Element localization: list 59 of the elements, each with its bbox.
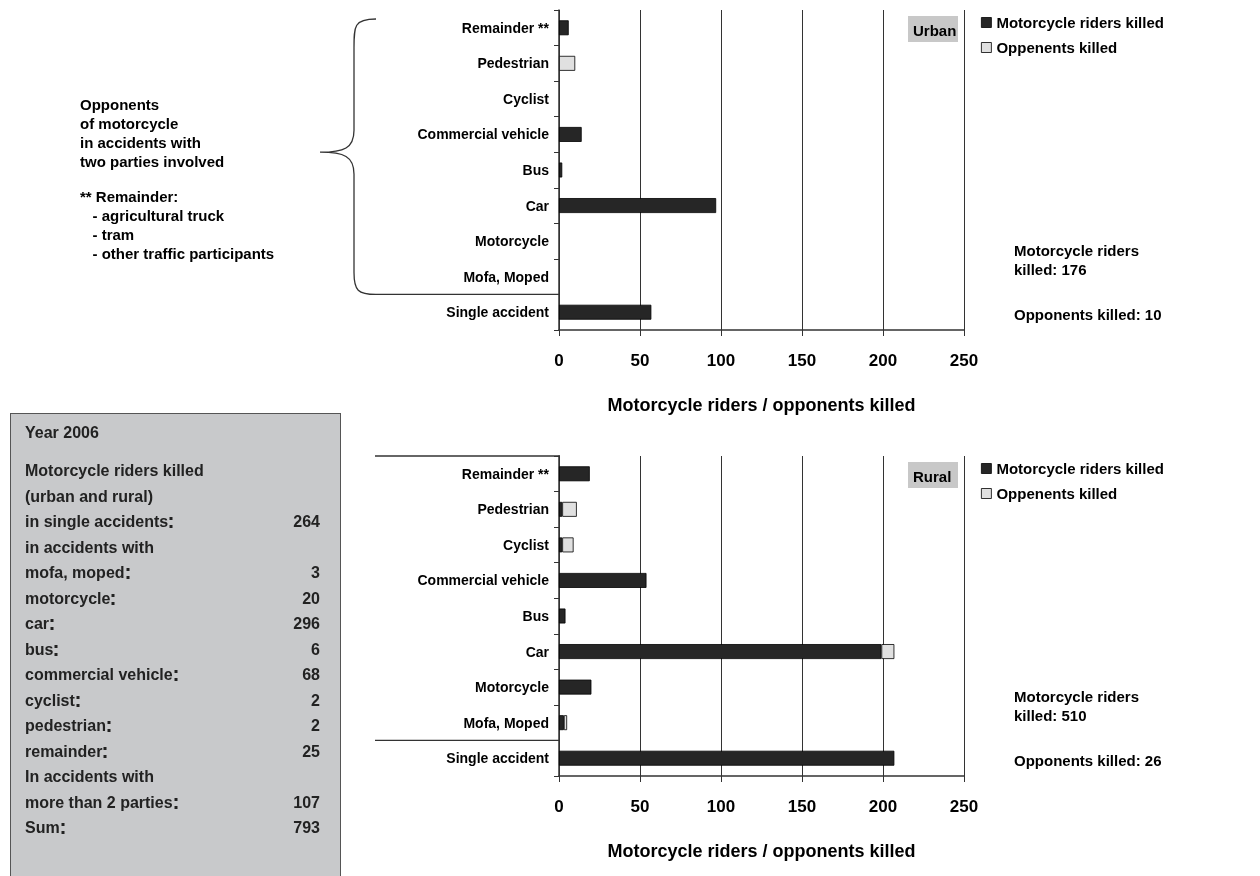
legend-label: Oppenents killed — [996, 39, 1118, 56]
x-tick-label: 0 — [554, 797, 564, 816]
annotation: Rural — [913, 468, 952, 485]
bar — [559, 466, 590, 482]
y-tick-label: Remainder ** — [461, 19, 550, 36]
x-tick-label: 200 — [868, 797, 898, 816]
y-tick-label: Remainder ** — [461, 465, 550, 482]
bar — [559, 162, 563, 178]
y-tick-label: Commercial vehicle — [417, 126, 550, 143]
bar — [559, 679, 592, 695]
x-tick-label: 100 — [706, 351, 736, 370]
y-tick-label: Mofa, Moped — [463, 714, 549, 731]
y-tick-label: Mofa, Moped — [463, 268, 549, 285]
y-tick-label: Single accident — [446, 304, 550, 321]
bar — [559, 20, 569, 36]
y-tick-label: Commercial vehicle — [417, 572, 550, 589]
x-tick-label: 250 — [949, 351, 979, 370]
x-tick-label: 100 — [706, 797, 736, 816]
bar — [562, 501, 577, 517]
x-tick-label: 150 — [787, 797, 817, 816]
y-tick-label: Motorcycle — [475, 233, 550, 250]
x-tick-label: 0 — [554, 351, 564, 370]
text: Motorcycle riders killed: 176 — [1014, 242, 1140, 279]
text: Opponents of motorcycle in accidents with two parties involved — [80, 96, 225, 171]
y-tick-label: Pedestrian — [477, 501, 549, 518]
annotation: Urban — [913, 22, 957, 39]
x-axis-title: Motorcycle riders / opponents killed — [607, 395, 916, 415]
x-tick-label: 50 — [630, 351, 650, 370]
bar — [559, 126, 582, 142]
bar — [559, 750, 895, 766]
y-tick-label: Cyclist — [503, 90, 550, 107]
y-tick-label: Motorcycle — [475, 679, 550, 696]
y-tick-label: Bus — [522, 162, 550, 178]
x-tick-label: 50 — [630, 797, 650, 816]
x-tick-label: 200 — [868, 351, 898, 370]
bar — [559, 304, 652, 320]
y-tick-label: Cyclist — [503, 536, 550, 553]
x-tick-label: 150 — [787, 351, 817, 370]
legend-label: Oppenents killed — [996, 485, 1118, 502]
bar — [563, 715, 568, 731]
x-axis-title: Motorcycle riders / opponents killed — [607, 841, 916, 861]
bar — [559, 55, 576, 71]
bar — [559, 608, 566, 624]
bar — [559, 715, 564, 731]
text: Opponents killed: 10 — [1014, 306, 1162, 324]
y-tick-label: Bus — [522, 608, 550, 624]
bar — [559, 198, 717, 214]
y-tick-label: Single accident — [446, 750, 550, 767]
text: Opponents killed: 26 — [1014, 752, 1162, 770]
y-tick-label: Car — [525, 643, 550, 660]
bar — [562, 537, 574, 553]
x-tick-label: 250 — [949, 797, 979, 816]
legend-label: Motorcycle riders killed — [996, 14, 1164, 31]
text: ** Remainder: - agricultural truck - tram - other traffic participants — [80, 188, 275, 263]
legend-label: Motorcycle riders killed — [996, 460, 1164, 477]
bar — [559, 572, 647, 588]
text: Motorcycle riders killed: 510 — [1014, 688, 1140, 725]
y-tick-label: Pedestrian — [477, 55, 549, 72]
y-tick-label: Car — [525, 197, 550, 214]
